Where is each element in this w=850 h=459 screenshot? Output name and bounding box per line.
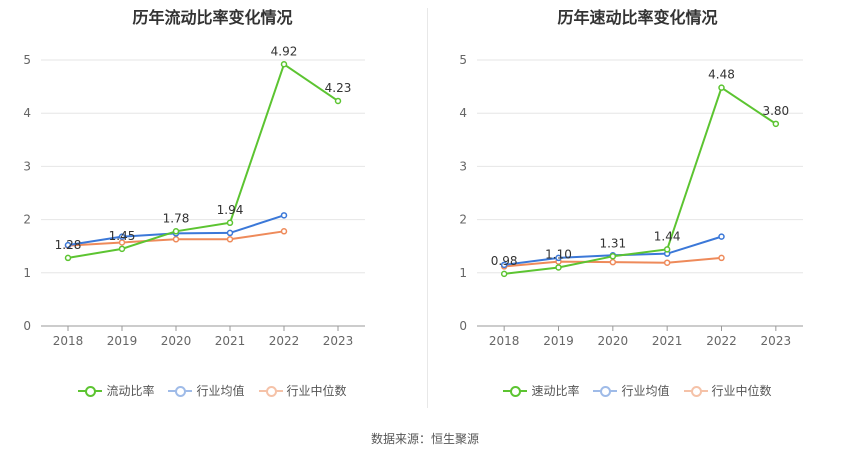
legend-line-icon (503, 385, 528, 397)
legend-label: 行业均值 (196, 384, 245, 398)
data-label: 1.44 (654, 229, 681, 243)
x-tick-label: 2020 (598, 334, 629, 348)
legend-label: 速动比率 (531, 384, 580, 398)
data-point (718, 84, 725, 91)
data-label: 1.10 (545, 247, 572, 261)
data-point (718, 233, 725, 240)
y-tick-label: 4 (459, 106, 467, 120)
data-label: 0.98 (491, 254, 518, 268)
x-tick-label: 2018 (489, 334, 520, 348)
data-label: 1.94 (217, 203, 244, 217)
data-point (172, 236, 180, 243)
data-point (718, 254, 725, 262)
legend-label: 行业均值 (621, 384, 670, 398)
data-point (64, 241, 72, 249)
x-tick-label: 2021 (215, 334, 246, 348)
legend: 流动比率 行业均值 行业中位数 (0, 382, 425, 399)
legend-label: 行业中位数 (286, 384, 347, 398)
legend-line-icon (258, 385, 283, 397)
data-point (500, 270, 508, 278)
data-point (280, 228, 288, 235)
y-tick-label: 1 (23, 266, 31, 280)
data-point (555, 264, 562, 271)
series-line (67, 62, 339, 259)
y-tick-label: 5 (459, 53, 467, 67)
x-tick-label: 2020 (161, 334, 192, 348)
y-tick-label: 2 (23, 213, 31, 227)
x-tick-label: 2019 (107, 334, 138, 348)
data-point (118, 239, 126, 246)
y-tick-label: 3 (23, 159, 31, 173)
x-tick-label: 2023 (323, 334, 354, 348)
legend-item-quick-ratio[interactable]: 速动比率 (503, 382, 579, 399)
y-tick-label: 5 (23, 53, 31, 67)
x-tick-label: 2022 (269, 334, 300, 348)
data-label: 1.31 (599, 236, 626, 250)
data-point (172, 228, 180, 235)
legend-item-industry-average[interactable]: 行业均值 (593, 382, 670, 399)
data-point (609, 258, 617, 266)
legend-label: 流动比率 (106, 384, 155, 398)
y-tick-label: 0 (23, 319, 31, 333)
quick-ratio-chart: 0 1 2 3 4 5 2018 2019 2020 2021 2022 2023 0.98 1.10 1.… (459, 53, 803, 348)
legend-item-industry-median[interactable]: 行业中位数 (683, 382, 772, 399)
data-point (663, 259, 671, 266)
data-point (64, 254, 72, 262)
legend-line-icon (78, 385, 103, 397)
x-tick-label: 2022 (706, 334, 737, 348)
data-point (663, 246, 671, 253)
quick-ratio-panel: 历年速动比率变化情况 0 1 2 3 4 5 2018 2019 2020 2021 2022 202… (425, 0, 850, 415)
data-point (226, 229, 234, 237)
data-label: 1.78 (163, 211, 190, 225)
data-point (772, 120, 780, 128)
current-ratio-panel: 历年流动比率变化情况 0 1 2 3 4 5 2018 2019 2020 2021 2022 202… (0, 0, 425, 415)
x-tick-label: 2019 (543, 334, 574, 348)
data-label: 3.80 (762, 104, 789, 118)
data-point (609, 253, 617, 260)
y-tick-label: 2 (459, 213, 467, 227)
legend-line-icon (593, 385, 618, 397)
data-point (280, 61, 288, 68)
y-tick-label: 1 (459, 266, 467, 280)
data-point (118, 233, 126, 240)
data-label: 1.28 (55, 238, 82, 252)
y-tick-label: 0 (459, 319, 467, 333)
data-label: 4.92 (271, 44, 298, 58)
data-point (118, 245, 126, 253)
chart-title: 历年流动比率变化情况 (132, 8, 293, 27)
data-source-note: 数据来源：恒生聚源 (370, 432, 479, 446)
legend: 速动比率 行业均值 行业中位数 (425, 382, 850, 399)
legend-item-current-ratio[interactable]: 流动比率 (78, 382, 154, 399)
legend-line-icon (168, 385, 193, 397)
x-tick-label: 2018 (53, 334, 84, 348)
data-label: 4.48 (708, 68, 735, 82)
data-point (555, 254, 562, 262)
data-point (334, 97, 342, 105)
x-tick-label: 2021 (652, 334, 683, 348)
series-line (504, 86, 777, 275)
data-label: 4.23 (325, 81, 352, 95)
data-point (500, 261, 508, 269)
legend-line-icon (683, 385, 708, 397)
legend-label: 行业中位数 (711, 384, 772, 398)
current-ratio-chart: 0 1 2 3 4 5 2018 2019 2020 2021 2022 2023 1.28 1.45 1.… (23, 44, 365, 348)
data-point (280, 212, 288, 219)
legend-item-industry-median[interactable]: 行业中位数 (258, 382, 347, 399)
chart-title: 历年速动比率变化情况 (557, 8, 718, 27)
panel-divider (427, 8, 428, 408)
y-tick-label: 3 (459, 159, 467, 173)
data-point (226, 219, 234, 227)
data-point (226, 236, 234, 243)
x-tick-label: 2023 (761, 334, 792, 348)
data-label: 1.45 (109, 229, 136, 243)
legend-item-industry-average[interactable]: 行业均值 (168, 382, 245, 399)
y-tick-label: 4 (23, 106, 31, 120)
